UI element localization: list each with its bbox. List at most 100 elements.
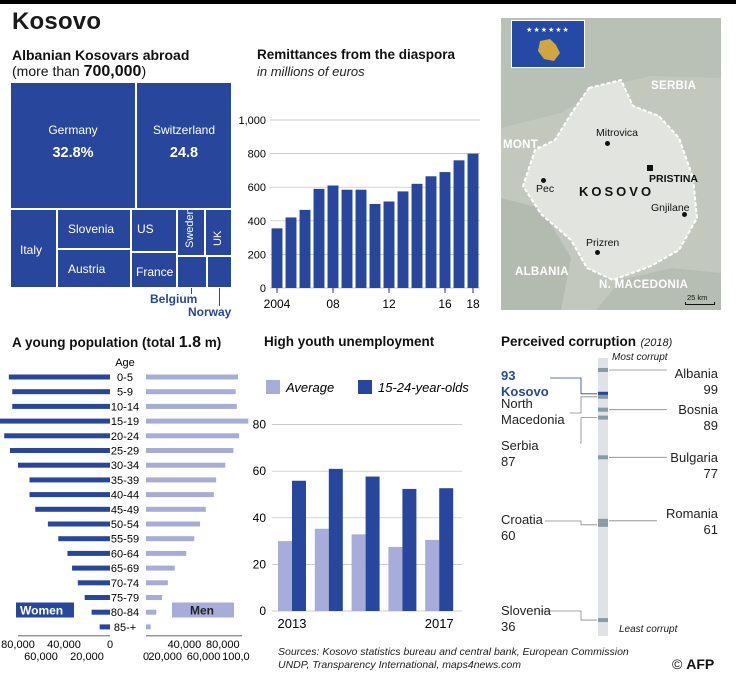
un-bar [351,534,366,611]
corruption-most-label: Most corrupt [612,352,668,363]
rem-bar [369,204,381,288]
corr-name-kosovo: Kosovo [501,384,549,399]
pyramid-age-group: 55-59 [111,534,139,546]
remittances-title: Remittances from the diaspora [257,47,456,62]
pyramid-age-group: 10-14 [111,401,139,413]
corruption-leader-line [545,520,597,526]
diaspora-title-suffix: ) [141,63,147,79]
corruption-marker [598,394,608,399]
pyramid-bar-men [146,374,238,380]
corruption-marker [598,522,608,527]
un-xtick: 2013 [278,616,307,631]
city-dot-pec [541,178,546,183]
pyramid-age-group: 0-5 [117,372,133,384]
rem-ytick: 200 [248,249,266,261]
flag-map-icon [538,39,560,61]
corr-value-romania: 61 [703,522,718,537]
legend-men-swatch [172,602,234,618]
pyramid-bar-women [29,492,110,498]
rem-ytick: 600 [248,182,266,194]
corr-label-bulgaria: Bulgaria 77 [660,450,718,482]
un-ytick: 80 [253,418,267,432]
pyramid-age-group: 30-34 [111,460,139,472]
city-label-mitrovica: Mitrovica [596,127,639,139]
treemap-cell-switzerland: Switzerland 24.8 [136,82,232,209]
diaspora-title: Albanian Kosovars abroad (more than 700,… [12,47,189,81]
map-albania-relief [501,198,571,310]
population-title: A young population (total 1.8 m) [12,334,221,352]
pyramid-bar-men [146,565,175,571]
flag-stars-icon: ★★★★★★ [526,27,570,34]
legend-youth-swatch [358,380,372,394]
label-norway: Norway [188,305,232,319]
population-title-suffix: m) [200,335,222,350]
label-belgium: Belgium [150,292,198,306]
pyramid-bar-women [4,433,111,439]
rem-ytick: 800 [248,149,266,161]
pyramid-xtick: 60,000 [24,651,58,663]
pyramid-bar-men [146,492,214,498]
treemap-label-france: France [136,265,174,279]
pyramid-age-group: 20-24 [111,431,139,443]
pyramid-xtick: 0 [107,639,113,651]
rem-bar [397,191,409,288]
belgium-leader-line [191,288,192,294]
un-bar [278,541,292,611]
afp-logo: © AFP [672,656,714,672]
treemap-cell-germany: Germany 32.8% [10,82,136,209]
pyramid-bar-women [91,609,110,615]
pyramid-bar-men [146,536,195,542]
city-square-pristina [647,165,653,171]
legend-average-swatch [266,380,280,394]
legend-youth-label: 15-24-year-olds [378,380,469,395]
pyramid-age-group: 75-79 [111,593,139,605]
remittances-subtitle: in millions of euros [257,64,365,79]
pyramid-bar-women [12,389,110,395]
corruption-marker [598,518,608,523]
rem-bar [341,189,353,288]
corr-value-bulgaria: 77 [703,466,718,481]
pyramid-bar-men [146,595,163,600]
rem-xtick: 08 [326,297,340,311]
diaspora-title-line1: Albanian Kosovars abroad [12,47,190,63]
pyramid-xtick: 40,000 [168,639,202,651]
map-label-montenegro: MONT. [503,139,541,151]
kosovo-flag: ★★★★★★ [511,20,585,68]
corruption-marker [598,415,608,420]
pyramid-bar-men [146,609,157,615]
rem-bar [425,176,437,288]
pyramid-age-group: 85-+ [114,622,136,634]
pyramid-bar-women [99,624,110,630]
treemap-label-uk: UK [212,230,224,246]
pyramid-bar-women [0,418,111,424]
treemap-cell-slovenia: Slovenia [57,209,131,249]
rem-ytick: 400 [248,216,266,228]
corr-label-albania: Albania 99 [664,366,718,398]
corruption-marker [598,455,608,460]
pyramid-bar-women [58,536,110,542]
pyramid-xtick: 20,000 [148,651,182,663]
corruption-title: Perceived corruption (2018) [501,333,672,351]
corruption-leader-line [580,417,597,444]
diaspora-title-prefix: (more than [12,63,84,79]
page-title: Kosovo [12,8,102,35]
pyramid-bar-women [18,462,110,468]
corruption-leader-line [550,377,597,395]
city-label-pristina: PRISTINA [649,173,699,185]
corr-label-slovenia: Slovenia 36 [501,603,551,635]
map-label-serbia: SERBIA [651,80,697,92]
corruption-scale [540,358,667,636]
un-bar [425,539,440,611]
treemap-cell-italy: Italy [10,209,57,288]
pyramid-age-label: Age [115,357,135,369]
corr-value-kosovo: 93 [501,368,516,383]
corr-name-albania: Albania [674,366,718,381]
corruption-marker [598,391,608,396]
pyramid-xtick: 20,000 [70,651,104,663]
city-label-pec: Pec [536,183,555,195]
pyramid-bar-women [12,403,110,409]
map-label-kosovo: KOSOVO [579,184,655,199]
pyramid-age-group: 80-84 [111,607,139,619]
corruption-track [598,358,608,636]
corr-name-north-macedonia: North Macedonia [501,396,565,427]
